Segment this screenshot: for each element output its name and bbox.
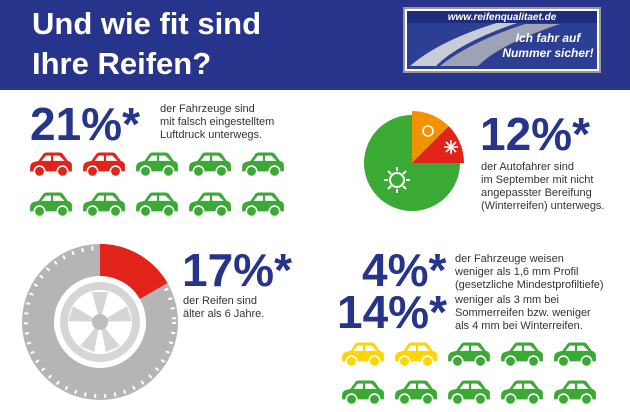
stat-text: (Winterreifen) unterwegs. xyxy=(481,200,605,212)
logo-slogan: Ich fahr auf xyxy=(516,31,582,45)
stat-figure: 12%* xyxy=(480,108,590,160)
tire xyxy=(22,244,178,400)
car-grid xyxy=(341,341,597,406)
logo-slogan: Nummer sicher! xyxy=(502,46,593,60)
stat-text: mit falsch eingestelltem xyxy=(160,116,274,128)
stat-text: der Reifen sind xyxy=(183,295,257,307)
stat-figure: 14%* xyxy=(337,286,447,338)
stat-text: Luftdruck unterwegs. xyxy=(160,129,262,141)
stat-figure: 4%* xyxy=(362,244,446,296)
stat-text: der Fahrzeuge weisen xyxy=(455,253,564,265)
stat-text: Sommerreifen bzw. weniger xyxy=(455,307,591,319)
logo-url: www.reifenqualitaet.de xyxy=(448,12,557,23)
logo: www.reifenqualitaet.de Ich fahr auf Numm… xyxy=(403,7,601,73)
stat-text: der Autofahrer sind xyxy=(481,161,574,173)
stat-text: der Fahrzeuge sind xyxy=(160,103,255,115)
stat-text: als 4 mm bei Winterreifen. xyxy=(455,320,583,332)
stat-text: (gesetzliche Mindestprofiltiefe) xyxy=(455,279,604,291)
stat-text: weniger als 1,6 mm Profil xyxy=(454,266,579,278)
stat-figure: 21%* xyxy=(30,98,140,150)
stat-text: im September mit nicht xyxy=(481,174,593,186)
car-grid xyxy=(29,151,285,218)
season-pie xyxy=(364,110,465,211)
stat-text: angepasster Bereifung xyxy=(481,187,592,199)
title: Ihre Reifen? xyxy=(32,46,211,81)
stat-text: weniger als 3 mm bei xyxy=(454,294,559,306)
stat-figure: 17%* xyxy=(182,244,292,296)
stat-text: älter als 6 Jahre. xyxy=(183,308,264,320)
title: Und wie fit sind xyxy=(32,6,261,41)
